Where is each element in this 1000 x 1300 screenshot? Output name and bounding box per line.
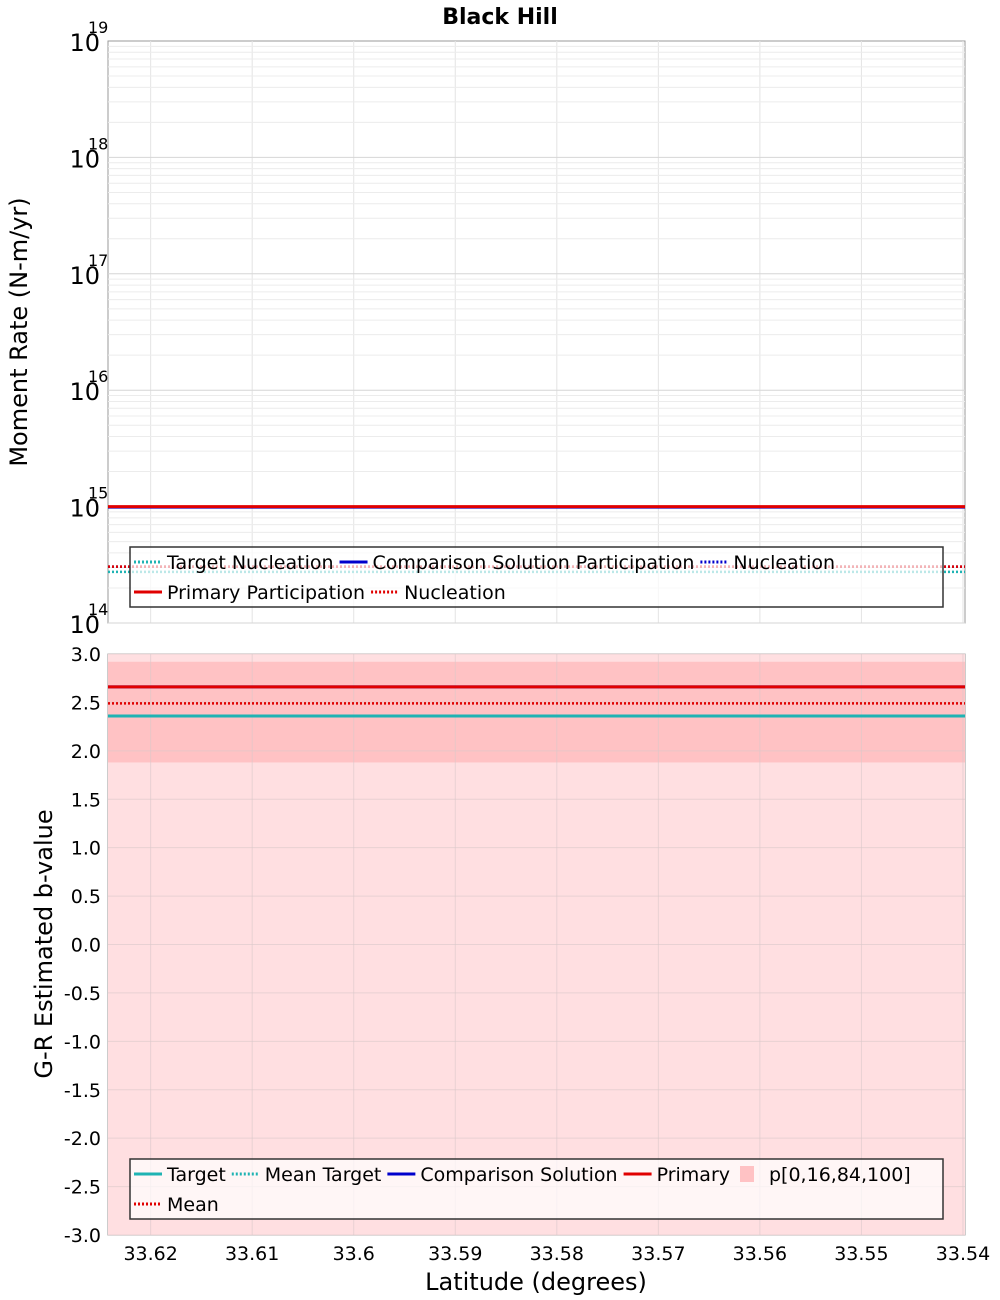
- bottom-legend-label-0-4: p[0,16,84,100]: [769, 1164, 911, 1186]
- x-tick-7: 33.55: [834, 1243, 888, 1265]
- bottom-legend-label-0-3: Primary: [657, 1164, 730, 1186]
- bottom-legend: Target Mean Target Comparison Solution Prim…: [129, 1158, 944, 1220]
- bottom-panel: 3.0 2.5 2.0 1.5 1.0 0.5 0.0 -0.5 -1.0 -1.5 -2.0 -2.…: [30, 644, 990, 1296]
- bottom-y-tick-1: 2.5: [71, 692, 101, 714]
- bottom-y-tick-12: -3.0: [64, 1225, 101, 1247]
- top-plot-area: [107, 40, 966, 624]
- bottom-y-tick-5: 0.5: [71, 886, 101, 908]
- bottom-series-lines: [108, 685, 965, 718]
- top-y-tick-base-1: 10: [69, 495, 100, 523]
- top-y-tick-base-0: 10: [69, 611, 100, 639]
- bottom-y-tick-2: 2.0: [71, 741, 101, 763]
- bottom-gridlines: [108, 653, 965, 1236]
- x-tick-4: 33.58: [530, 1243, 584, 1265]
- bottom-legend-label-0-1: Mean Target: [265, 1164, 382, 1186]
- top-y-tick-exp-2: 16: [88, 367, 108, 386]
- top-y-tick-base-5: 10: [69, 29, 100, 57]
- top-legend-frame: [129, 546, 944, 608]
- bottom-legend-label-0-2: Comparison Solution: [420, 1164, 617, 1186]
- top-legend-label-1-0: Primary Participation: [167, 582, 365, 604]
- top-legend-label-1-1: Nucleation: [404, 582, 506, 604]
- top-y-tick-base-4: 10: [69, 145, 100, 173]
- top-y-tick-base-3: 10: [69, 262, 100, 290]
- bottom-legend-label-1-0: Mean: [167, 1194, 219, 1216]
- bottom-y-tick-9: -1.5: [64, 1080, 101, 1102]
- bottom-y-tick-3: 1.5: [71, 789, 101, 811]
- bottom-y-tick-labels: 3.0 2.5 2.0 1.5 1.0 0.5 0.0 -0.5 -1.0 -1.5 -2.0 -2.…: [64, 644, 101, 1247]
- bottom-y-tick-8: -1.0: [64, 1031, 101, 1053]
- top-y-tick-exp-1: 15: [88, 484, 108, 503]
- bottom-y-tick-0: 3.0: [71, 644, 101, 666]
- x-tick-6: 33.56: [733, 1243, 787, 1265]
- bottom-y-tick-11: -2.5: [64, 1177, 101, 1199]
- top-y-tick-exp-4: 18: [88, 134, 108, 153]
- x-tick-5: 33.57: [631, 1243, 685, 1265]
- x-tick-2: 33.6: [333, 1243, 375, 1265]
- top-y-tick-exp-5: 19: [88, 18, 108, 37]
- top-y-tick-exp-3: 17: [88, 251, 108, 270]
- x-tick-1: 33.61: [225, 1243, 279, 1265]
- bottom-x-tick-labels: 33.62 33.61 33.6 33.59 33.58 33.57 33.56 33.55 3…: [123, 1243, 990, 1265]
- bottom-legend-frame: [129, 1158, 944, 1220]
- bottom-legend-label-0-0: Target: [166, 1164, 226, 1186]
- x-tick-3: 33.59: [428, 1243, 482, 1265]
- top-legend: Target Nucleation Comparison Solution Par…: [129, 546, 944, 608]
- chart-title: Black Hill: [442, 5, 558, 30]
- x-axis-label: Latitude (degrees): [425, 1268, 647, 1296]
- bottom-y-tick-10: -2.0: [64, 1128, 101, 1150]
- x-tick-0: 33.62: [123, 1243, 177, 1265]
- bottom-y-axis-label: G-R Estimated b-value: [30, 809, 58, 1078]
- top-y-tick-exp-0: 14: [88, 600, 108, 619]
- bottom-y-tick-6: 0.0: [71, 935, 101, 957]
- top-y-axis-label: Moment Rate (N-m/yr): [5, 197, 33, 466]
- bottom-y-tick-4: 1.0: [71, 838, 101, 860]
- bottom-legend-swatch-0-4: [740, 1166, 754, 1182]
- bottom-band-1: [108, 661, 965, 763]
- top-legend-label-0-1: Comparison Solution Participation: [373, 552, 695, 574]
- top-legend-label-0-0: Target Nucleation: [166, 552, 334, 574]
- bottom-y-tick-7: -0.5: [64, 983, 101, 1005]
- top-legend-label-0-2: Nucleation: [733, 552, 835, 574]
- x-tick-8: 33.54: [936, 1243, 990, 1265]
- top-y-tick-base-2: 10: [69, 378, 100, 406]
